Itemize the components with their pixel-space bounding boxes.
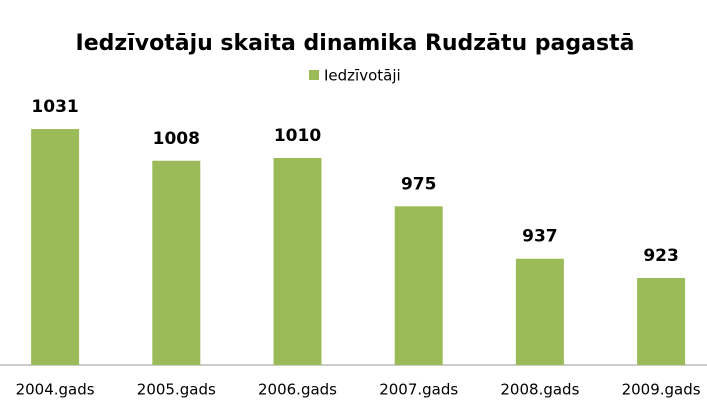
data-label: 923 <box>643 246 679 266</box>
data-label: 937 <box>522 227 558 247</box>
legend-label: Iedzīvotāji <box>324 67 401 85</box>
bar <box>273 158 322 365</box>
bar <box>31 129 80 365</box>
chart-title: Iedzīvotāju skaita dinamika Rudzātu paga… <box>76 31 635 56</box>
data-label: 1008 <box>153 129 200 149</box>
bar <box>152 160 201 365</box>
x-tick-label: 2006.gads <box>258 381 337 399</box>
legend-swatch <box>309 70 319 80</box>
bar <box>515 258 564 365</box>
x-tick-label: 2008.gads <box>500 381 579 399</box>
data-label: 1010 <box>274 126 321 146</box>
bar <box>394 206 443 365</box>
data-label: 1031 <box>31 97 78 117</box>
bar <box>637 278 686 365</box>
x-tick-label: 2004.gads <box>16 381 95 399</box>
x-tick-label: 2009.gads <box>622 381 701 399</box>
data-label: 975 <box>401 174 437 194</box>
x-tick-label: 2005.gads <box>137 381 216 399</box>
x-tick-label: 2007.gads <box>379 381 458 399</box>
